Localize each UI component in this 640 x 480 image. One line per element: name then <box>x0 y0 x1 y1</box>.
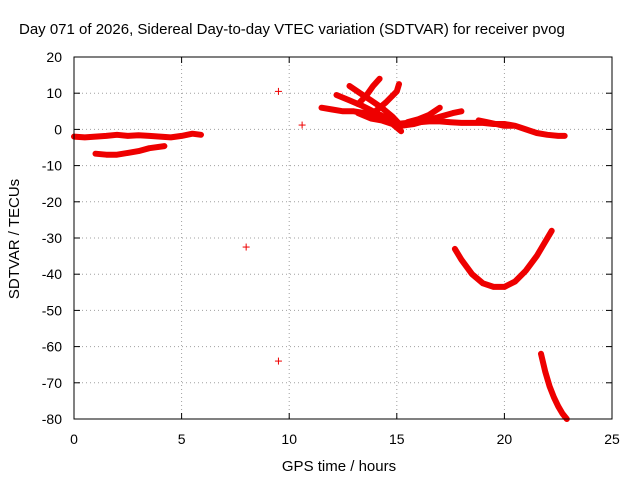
series-track-11 <box>404 104 443 126</box>
series-track-1 <box>71 130 204 141</box>
outlier-point <box>274 87 282 95</box>
x-tick-label: 5 <box>178 431 186 447</box>
y-tick-label: 20 <box>46 49 62 65</box>
x-tick-label: 0 <box>70 431 78 447</box>
outlier-point <box>274 357 282 365</box>
series-track-6 <box>355 75 383 108</box>
y-axis-label: SDTVAR / TECUs <box>6 179 23 299</box>
series-track-8 <box>372 81 402 115</box>
y-tick-label: 10 <box>46 85 62 101</box>
x-tick-label: 25 <box>604 431 620 447</box>
x-tick-label: 20 <box>497 431 513 447</box>
y-tick-label: -80 <box>42 411 62 427</box>
series-layer <box>71 75 570 422</box>
y-tick-label: -20 <box>42 194 62 210</box>
x-tick-label: 10 <box>281 431 297 447</box>
axis-ticks: 0 5 10 15 20 25 20 10 0 -10 -20 -30 -40 -50 -60 -70 -80 <box>42 49 620 447</box>
grid <box>74 57 612 419</box>
y-tick-label: -60 <box>42 339 62 355</box>
outlier-point <box>242 243 250 251</box>
y-tick-label: -40 <box>42 266 62 282</box>
y-tick-label: -30 <box>42 230 62 246</box>
series-track-12 <box>475 117 516 129</box>
series-track-10 <box>398 108 465 129</box>
y-tick-label: -50 <box>42 302 62 318</box>
series-track-4 <box>333 92 396 126</box>
y-tick-label: 0 <box>54 121 62 137</box>
outlier-point <box>298 121 306 129</box>
y-tick-label: -10 <box>42 158 62 174</box>
chart-title: Day 071 of 2026, Sidereal Day-to-day VTE… <box>19 21 565 38</box>
x-axis-label: GPS time / hours <box>282 458 396 475</box>
series-track-13 <box>451 227 555 290</box>
x-tick-label: 15 <box>389 431 405 447</box>
series-track-14 <box>538 350 570 422</box>
series-track-2 <box>92 143 168 158</box>
y-tick-label: -70 <box>42 375 62 391</box>
series-track-5 <box>346 83 405 129</box>
